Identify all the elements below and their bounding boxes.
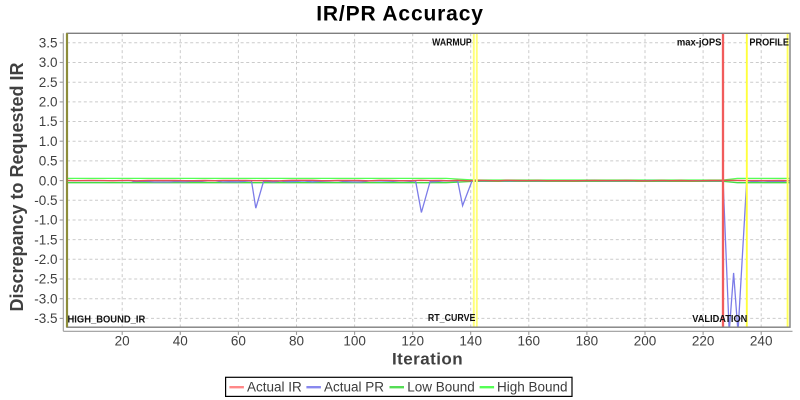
svg-text:200: 200	[634, 334, 657, 349]
svg-text:3.5: 3.5	[39, 36, 58, 51]
svg-text:-1.5: -1.5	[34, 232, 57, 247]
svg-text:Actual PR: Actual PR	[324, 380, 384, 395]
svg-text:220: 220	[692, 334, 715, 349]
svg-text:160: 160	[518, 334, 541, 349]
svg-text:180: 180	[576, 334, 599, 349]
svg-text:1.5: 1.5	[39, 114, 58, 129]
svg-text:2.5: 2.5	[39, 75, 58, 90]
svg-text:-2.0: -2.0	[34, 252, 57, 267]
svg-text:max-jOPS: max-jOPS	[677, 37, 722, 48]
svg-text:-3.5: -3.5	[34, 311, 57, 326]
svg-text:240: 240	[750, 334, 773, 349]
svg-text:HIGH_BOUND_IR: HIGH_BOUND_IR	[68, 314, 147, 325]
svg-text:VALIDATION: VALIDATION	[692, 314, 747, 325]
svg-text:40: 40	[173, 334, 188, 349]
svg-text:RT_CURVE: RT_CURVE	[428, 313, 476, 324]
svg-text:3.0: 3.0	[39, 55, 58, 70]
svg-text:Iteration: Iteration	[392, 350, 463, 369]
svg-text:2.0: 2.0	[39, 95, 58, 110]
svg-text:-1.0: -1.0	[34, 213, 57, 228]
svg-text:Discrepancy to Requested IR: Discrepancy to Requested IR	[7, 62, 27, 311]
svg-text:WARMUP: WARMUP	[432, 37, 472, 48]
svg-text:-2.5: -2.5	[34, 272, 57, 287]
svg-text:120: 120	[401, 334, 424, 349]
svg-text:PROFILE: PROFILE	[749, 37, 789, 48]
svg-text:140: 140	[459, 334, 482, 349]
svg-text:-0.5: -0.5	[34, 193, 57, 208]
svg-text:IR/PR Accuracy: IR/PR Accuracy	[316, 3, 484, 26]
svg-text:1.0: 1.0	[39, 134, 58, 149]
svg-text:20: 20	[115, 334, 130, 349]
svg-text:Low Bound: Low Bound	[407, 380, 475, 395]
svg-text:0.0: 0.0	[39, 173, 58, 188]
svg-text:High Bound: High Bound	[497, 380, 568, 395]
svg-text:-3.0: -3.0	[34, 291, 57, 306]
svg-text:80: 80	[289, 334, 304, 349]
svg-text:60: 60	[231, 334, 246, 349]
svg-text:100: 100	[343, 334, 366, 349]
svg-text:0.5: 0.5	[39, 154, 58, 169]
svg-text:Actual IR: Actual IR	[247, 380, 302, 395]
